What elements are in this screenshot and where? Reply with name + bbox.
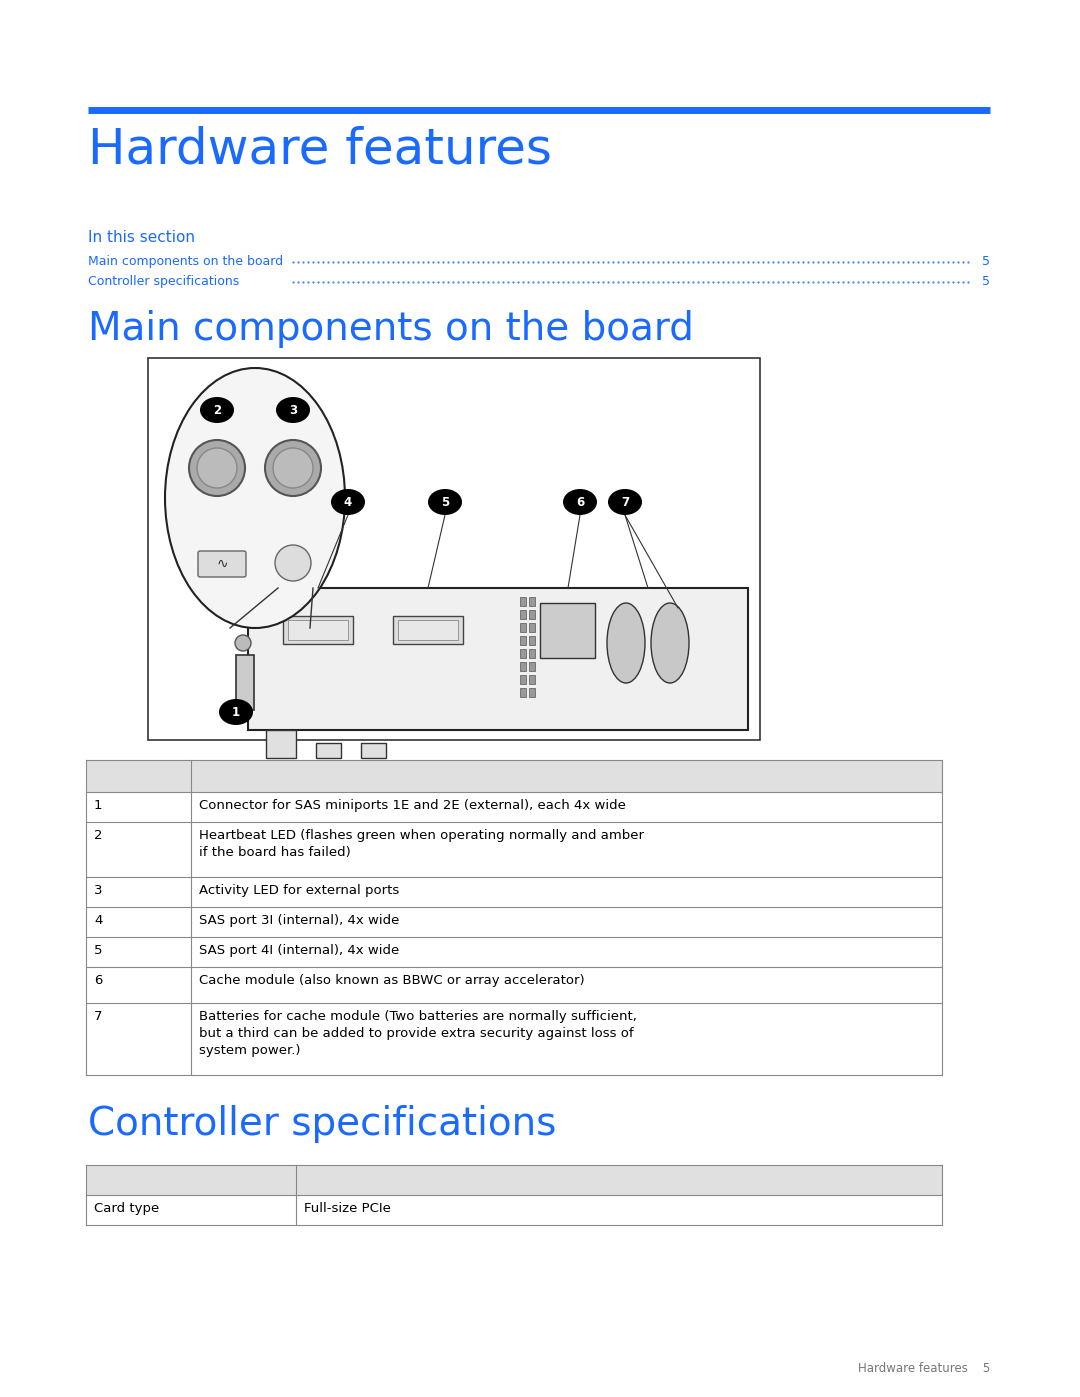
Circle shape: [273, 448, 313, 488]
Text: 1: 1: [94, 799, 103, 812]
Bar: [529, 623, 535, 631]
Ellipse shape: [651, 604, 689, 683]
Text: 3: 3: [94, 884, 103, 897]
Text: Hardware features    5: Hardware features 5: [858, 1362, 990, 1375]
Ellipse shape: [200, 397, 234, 423]
Bar: [519, 650, 526, 658]
Bar: [266, 731, 296, 759]
Text: Main components on the board: Main components on the board: [87, 310, 693, 348]
Ellipse shape: [563, 489, 597, 515]
Text: 7: 7: [94, 1010, 103, 1023]
Bar: [529, 597, 535, 606]
Ellipse shape: [428, 489, 462, 515]
Bar: [529, 687, 535, 697]
Text: 7: 7: [621, 496, 629, 509]
Text: 4: 4: [94, 914, 103, 928]
Bar: [316, 743, 341, 759]
Bar: [86, 1165, 942, 1194]
Bar: [399, 620, 458, 640]
Bar: [519, 636, 526, 645]
Text: 5: 5: [982, 256, 990, 268]
Text: 5: 5: [94, 944, 103, 957]
Text: Hardware features: Hardware features: [87, 124, 552, 173]
Bar: [288, 620, 348, 640]
Text: 3: 3: [289, 404, 297, 416]
Text: 2: 2: [94, 828, 103, 842]
Text: 5: 5: [982, 275, 990, 288]
Bar: [248, 588, 748, 731]
Bar: [519, 675, 526, 685]
Text: SAS port 4I (internal), 4x wide: SAS port 4I (internal), 4x wide: [199, 944, 400, 957]
Circle shape: [235, 636, 251, 651]
Text: 1: 1: [232, 705, 240, 718]
Text: 2: 2: [213, 404, 221, 416]
Ellipse shape: [165, 367, 345, 629]
Bar: [529, 675, 535, 685]
Ellipse shape: [219, 698, 253, 725]
Bar: [519, 610, 526, 619]
Text: Batteries for cache module (Two batteries are normally sufficient,
but a third c: Batteries for cache module (Two batterie…: [199, 1010, 637, 1058]
Text: Full-size PCIe: Full-size PCIe: [303, 1201, 391, 1215]
Text: 6: 6: [94, 974, 103, 988]
Bar: [529, 610, 535, 619]
Ellipse shape: [330, 489, 365, 515]
Ellipse shape: [276, 397, 310, 423]
Text: 5: 5: [441, 496, 449, 509]
Bar: [237, 655, 254, 710]
FancyBboxPatch shape: [198, 550, 246, 577]
Bar: [529, 636, 535, 645]
Text: 6: 6: [576, 496, 584, 509]
Text: Description: Description: [199, 766, 285, 780]
Text: Cache module (also known as BBWC or array accelerator): Cache module (also known as BBWC or arra…: [199, 974, 584, 988]
Bar: [529, 662, 535, 671]
Circle shape: [265, 440, 321, 496]
Bar: [519, 687, 526, 697]
Text: Controller specifications: Controller specifications: [87, 1105, 556, 1143]
Text: Details: Details: [303, 1171, 356, 1185]
Bar: [519, 597, 526, 606]
Text: Card type: Card type: [94, 1201, 159, 1215]
Bar: [148, 358, 760, 740]
Text: SAS port 3I (internal), 4x wide: SAS port 3I (internal), 4x wide: [199, 914, 400, 928]
Text: Activity LED for external ports: Activity LED for external ports: [199, 884, 400, 897]
Text: 4: 4: [343, 496, 352, 509]
Ellipse shape: [607, 604, 645, 683]
Ellipse shape: [608, 489, 642, 515]
Text: Heartbeat LED (flashes green when operating normally and amber
if the board has : Heartbeat LED (flashes green when operat…: [199, 828, 644, 859]
Text: ∿: ∿: [216, 557, 228, 571]
Text: Connector for SAS miniports 1E and 2E (external), each 4x wide: Connector for SAS miniports 1E and 2E (e…: [199, 799, 626, 812]
Bar: [283, 616, 353, 644]
Bar: [529, 650, 535, 658]
Bar: [540, 604, 595, 658]
Circle shape: [197, 448, 237, 488]
Bar: [361, 743, 386, 759]
Text: Feature: Feature: [94, 1171, 152, 1185]
Bar: [393, 616, 463, 644]
Bar: [519, 623, 526, 631]
Bar: [86, 760, 942, 792]
Text: Main components on the board: Main components on the board: [87, 256, 283, 268]
Text: Controller specifications: Controller specifications: [87, 275, 240, 288]
Bar: [519, 662, 526, 671]
Circle shape: [189, 440, 245, 496]
Text: Item ID: Item ID: [94, 766, 149, 780]
Circle shape: [275, 545, 311, 581]
Text: In this section: In this section: [87, 231, 195, 244]
